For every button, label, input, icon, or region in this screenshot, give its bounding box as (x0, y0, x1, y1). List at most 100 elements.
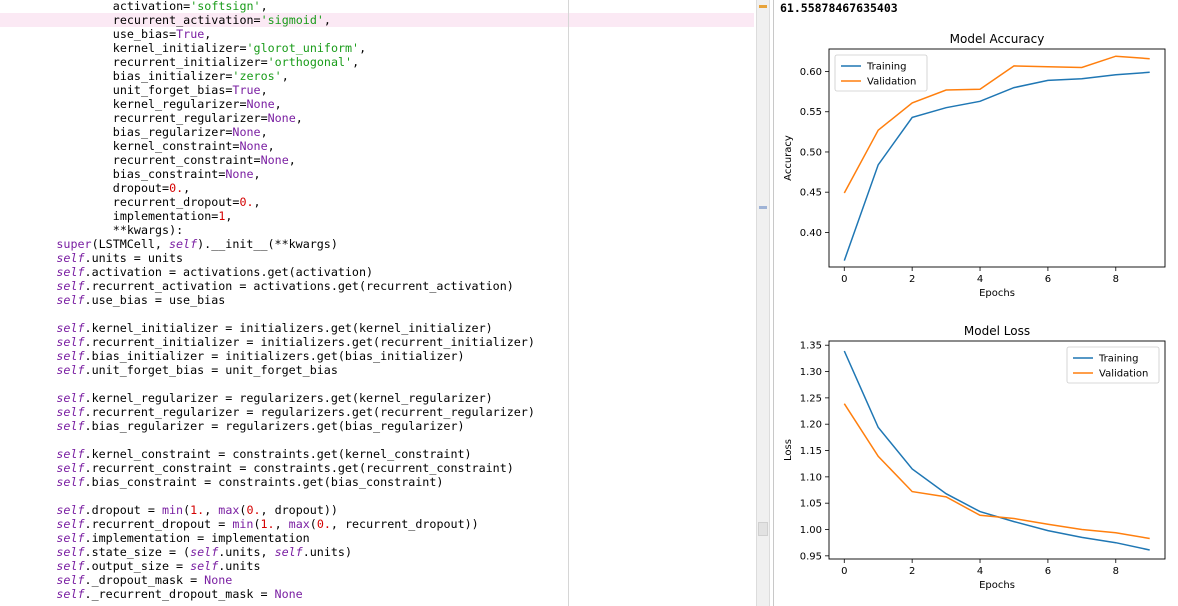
loss-chart: Model Loss 0 2 4 6 8 0.95 1.00 1.05 1.10 1.15 1.20 1… (783, 324, 1166, 591)
x-tick-label: 8 (1113, 274, 1119, 285)
code-token: 0. (169, 181, 184, 195)
chart-title: Model Accuracy (950, 32, 1045, 46)
code-token: ( (239, 503, 247, 517)
code-token: self (56, 293, 85, 307)
code-line[interactable]: self.unit_forget_bias = unit_forget_bias (0, 363, 754, 377)
x-axis-label: Epochs (979, 580, 1015, 591)
y-tick-label: 0.60 (800, 67, 822, 78)
code-line[interactable]: unit_forget_bias=True, (0, 83, 754, 97)
x-tick-label: 0 (841, 566, 847, 577)
code-line[interactable]: recurrent_constraint=None, (0, 153, 754, 167)
code-token: .activation = activations.get(activation… (84, 265, 374, 279)
code-line[interactable]: self.kernel_regularizer = regularizers.g… (0, 391, 754, 405)
y-tick-label: 0.40 (800, 228, 822, 239)
code-token: .units, (218, 545, 275, 559)
code-line[interactable]: recurrent_initializer='orthogonal', (0, 55, 754, 69)
code-line[interactable]: bias_constraint=None, (0, 167, 754, 181)
plot-frame (828, 340, 1166, 560)
code-line[interactable]: self.units = units (0, 251, 754, 265)
code-token: min (161, 503, 184, 517)
code-token: recurrent_activation= (112, 13, 261, 27)
code-line[interactable] (0, 489, 754, 503)
code-token: unit_forget_bias= (112, 83, 233, 97)
print-margin-line (568, 0, 569, 606)
code-token: self (56, 405, 85, 419)
code-line[interactable]: bias_regularizer=None, (0, 125, 754, 139)
editor-scrollbar[interactable] (756, 0, 770, 606)
code-line[interactable]: self.recurrent_dropout = min(1., max(0.,… (0, 517, 754, 531)
code-line[interactable]: self.kernel_initializer = initializers.g… (0, 321, 754, 335)
code-line[interactable]: **kwargs): (0, 223, 754, 237)
code-line[interactable]: self.activation = activations.get(activa… (0, 265, 754, 279)
code-line[interactable]: self._recurrent_dropout_mask = None (0, 587, 754, 601)
code-line[interactable]: self.bias_regularizer = regularizers.get… (0, 419, 754, 433)
code-token: , (183, 181, 191, 195)
code-line[interactable]: dropout=0., (0, 181, 754, 195)
chart-legend (834, 54, 928, 92)
code-token: .implementation = implementation (84, 531, 310, 545)
code-line[interactable]: self.bias_constraint = constraints.get(b… (0, 475, 754, 489)
code-token: kernel_regularizer= (112, 97, 247, 111)
code-line[interactable]: recurrent_dropout=0., (0, 195, 754, 209)
code-token: .recurrent_constraint = constraints.get(… (84, 461, 514, 475)
y-tick-label: 0.50 (800, 147, 822, 158)
code-line[interactable]: self.recurrent_initializer = initializer… (0, 335, 754, 349)
code-line[interactable]: implementation=1, (0, 209, 754, 223)
code-line[interactable]: bias_initializer='zeros', (0, 69, 754, 83)
code-line[interactable]: self.output_size = self.units (0, 559, 754, 573)
code-token: recurrent_regularizer= (112, 111, 268, 125)
code-line[interactable]: recurrent_regularizer=None, (0, 111, 754, 125)
code-line[interactable]: kernel_constraint=None, (0, 139, 754, 153)
x-tick-label: 8 (1113, 566, 1119, 577)
code-line[interactable]: self.bias_initializer = initializers.get… (0, 349, 754, 363)
code-token: .state_size = ( (84, 545, 191, 559)
code-token: self (56, 391, 85, 405)
code-line[interactable]: use_bias=True, (0, 27, 754, 41)
code-token: .bias_initializer = initializers.get(bia… (84, 349, 465, 363)
code-token: , recurrent_dropout)) (330, 517, 479, 531)
code-token: .kernel_constraint = constraints.get(ker… (84, 447, 472, 461)
scrollbar-thumb[interactable] (758, 522, 768, 536)
code-token: , (204, 503, 219, 517)
warning-marker[interactable] (759, 5, 767, 8)
code-token: None (260, 153, 289, 167)
series-line-validation (843, 403, 1150, 540)
code-line[interactable]: recurrent_activation='sigmoid', (0, 13, 754, 27)
code-line[interactable]: self.use_bias = use_bias (0, 293, 754, 307)
code-token: .units) (302, 545, 352, 559)
code-token: **kwargs): (112, 223, 184, 237)
code-token: None (225, 167, 254, 181)
code-token: ( (253, 517, 261, 531)
code-token: , (225, 209, 233, 223)
code-line[interactable]: kernel_initializer='glorot_uniform', (0, 41, 754, 55)
code-line[interactable]: self.kernel_constraint = constraints.get… (0, 447, 754, 461)
code-token: (LSTMCell, (91, 237, 169, 251)
code-token: implementation= (112, 209, 219, 223)
code-line[interactable]: self.recurrent_constraint = constraints.… (0, 461, 754, 475)
code-token: self (56, 419, 85, 433)
code-line[interactable]: self.recurrent_activation = activations.… (0, 279, 754, 293)
code-line[interactable] (0, 377, 754, 391)
code-token: self (56, 349, 85, 363)
code-line[interactable]: self.dropout = min(1., max(0., dropout)) (0, 503, 754, 517)
occurrence-marker[interactable] (759, 206, 767, 209)
y-axis-label: Loss (783, 439, 794, 461)
code-line[interactable]: self.recurrent_regularizer = regularizer… (0, 405, 754, 419)
code-line[interactable]: self._dropout_mask = None (0, 573, 754, 587)
y-tick-label: 1.20 (800, 420, 822, 431)
code-token: 1 (218, 209, 226, 223)
code-line[interactable]: self.implementation = implementation (0, 531, 754, 545)
x-tick-label: 2 (909, 566, 915, 577)
code-line[interactable] (0, 433, 754, 447)
code-line[interactable] (0, 307, 754, 321)
code-line[interactable]: self.state_size = (self.units, self.unit… (0, 545, 754, 559)
code-line[interactable]: kernel_regularizer=None, (0, 97, 754, 111)
series-line-validation (843, 55, 1150, 194)
series-line-training (843, 71, 1150, 261)
code-line[interactable]: activation='softsign', (0, 0, 754, 13)
code-token: recurrent_constraint= (112, 153, 261, 167)
y-tick-label: 0.95 (800, 551, 822, 562)
code-line[interactable]: super(LSTMCell, self).__init__(**kwargs) (0, 237, 754, 251)
code-editor[interactable]: activation='softsign', recurrent_activati… (0, 0, 754, 606)
code-token: 'softsign' (190, 0, 261, 13)
